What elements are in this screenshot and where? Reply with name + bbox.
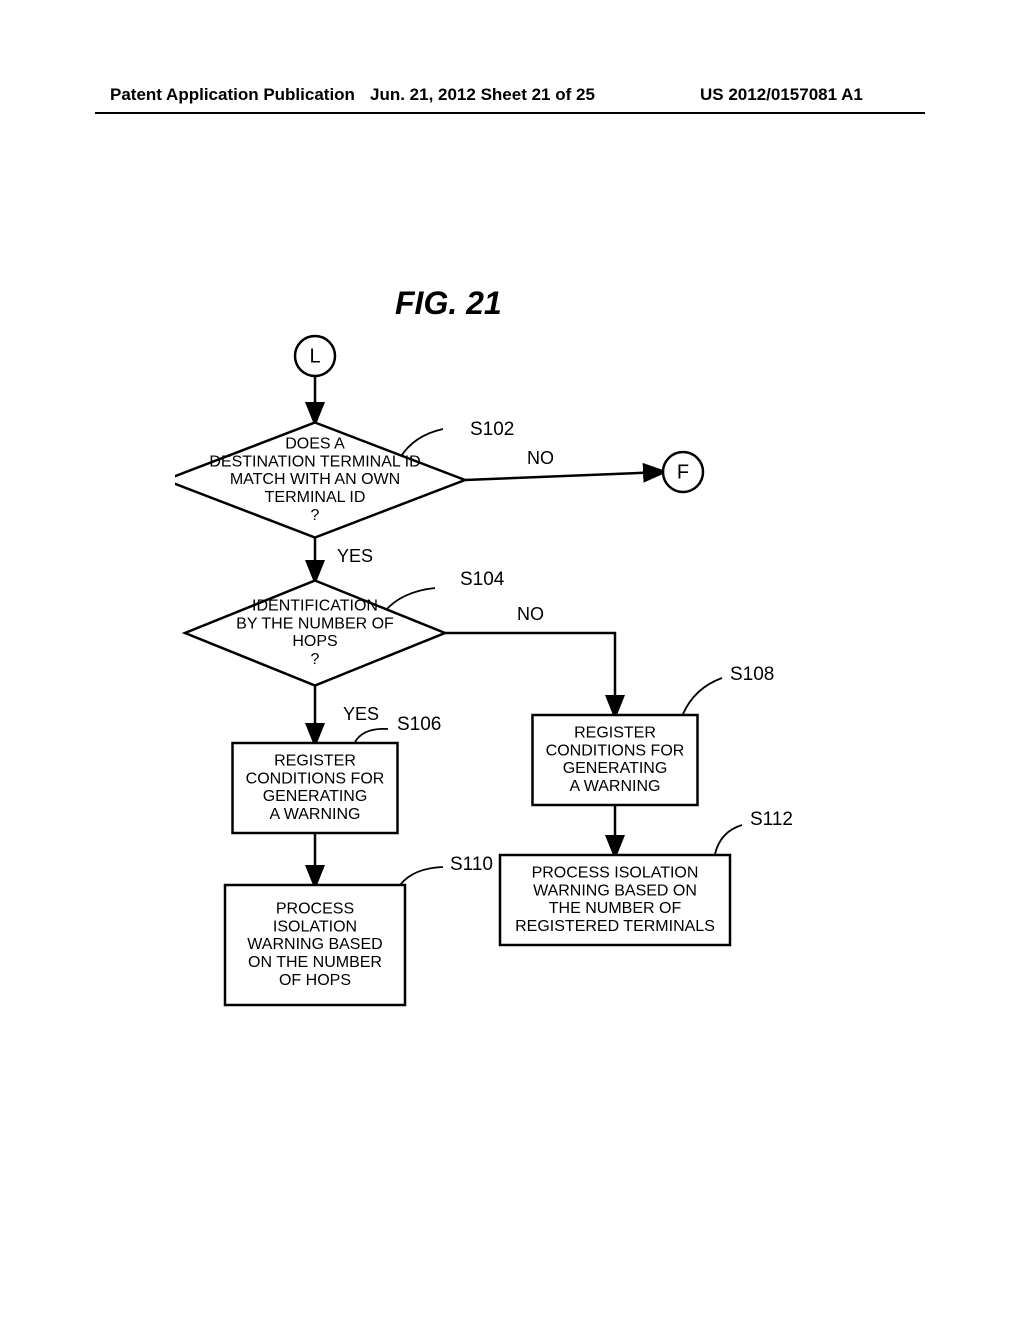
svg-text:DESTINATION TERMINAL ID: DESTINATION TERMINAL ID [209,453,420,470]
svg-text:ISOLATION: ISOLATION [273,918,357,935]
svg-text:ON THE NUMBER: ON THE NUMBER [248,954,382,971]
svg-text:THE NUMBER OF: THE NUMBER OF [549,900,682,917]
svg-text:PROCESS: PROCESS [276,900,354,917]
svg-text:A WARNING: A WARNING [570,778,661,795]
svg-text:CONDITIONS FOR: CONDITIONS FOR [546,742,685,759]
svg-text:HOPS: HOPS [292,633,337,650]
svg-text:S112: S112 [750,809,793,830]
svg-text:WARNING BASED: WARNING BASED [247,936,382,953]
svg-text:PROCESS ISOLATION: PROCESS ISOLATION [532,864,699,881]
svg-text:?: ? [311,507,320,524]
svg-text:?: ? [311,651,320,668]
svg-text:NO: NO [527,448,554,468]
flowchart-svg: NO YES NO YES S102 S104 S106 S108 S110 S112 L F DOES… [175,330,875,1090]
svg-text:L: L [309,345,320,367]
svg-text:A WARNING: A WARNING [270,806,361,823]
svg-text:MATCH WITH AN OWN: MATCH WITH AN OWN [230,471,400,488]
svg-text:YES: YES [343,704,379,724]
svg-text:TERMINAL ID: TERMINAL ID [265,489,366,506]
svg-text:GENERATING: GENERATING [563,760,668,777]
header-left: Patent Application Publication [110,85,355,105]
svg-text:YES: YES [337,546,373,566]
header-rule [95,112,925,114]
svg-text:S108: S108 [730,664,774,685]
svg-text:DOES A: DOES A [285,435,345,452]
svg-text:CONDITIONS FOR: CONDITIONS FOR [246,770,385,787]
svg-text:S106: S106 [397,714,441,735]
svg-text:F: F [677,461,689,483]
svg-text:S102: S102 [470,419,514,440]
header-right: US 2012/0157081 A1 [700,85,863,105]
svg-text:IDENTIFICATION: IDENTIFICATION [252,597,378,614]
header-center: Jun. 21, 2012 Sheet 21 of 25 [370,85,595,105]
svg-text:BY THE NUMBER OF: BY THE NUMBER OF [236,615,394,632]
svg-text:OF HOPS: OF HOPS [279,972,351,989]
svg-text:REGISTERED TERMINALS: REGISTERED TERMINALS [515,918,715,935]
svg-text:GENERATING: GENERATING [263,788,368,805]
figure-title: FIG. 21 [395,285,502,322]
svg-text:NO: NO [517,604,544,624]
svg-text:REGISTER: REGISTER [574,724,656,741]
svg-text:REGISTER: REGISTER [274,752,356,769]
svg-text:WARNING BASED ON: WARNING BASED ON [533,882,697,899]
svg-text:S110: S110 [450,854,493,875]
svg-text:S104: S104 [460,569,505,590]
